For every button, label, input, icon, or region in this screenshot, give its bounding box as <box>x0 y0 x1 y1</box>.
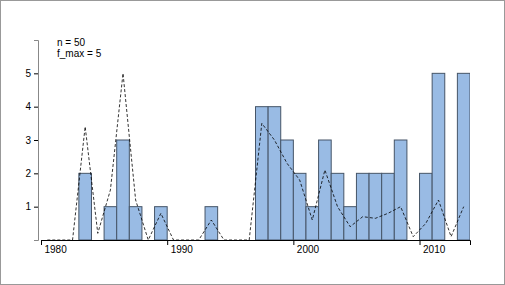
histogram-bar <box>218 240 231 241</box>
x-tick: 2000 <box>294 240 320 255</box>
y-tick: 4 <box>25 101 38 112</box>
x-tick-mark <box>167 240 168 245</box>
y-tick: 1 <box>25 201 38 212</box>
x-tick-label: 2000 <box>297 244 320 255</box>
histogram-bar <box>129 207 142 240</box>
histogram-bar <box>117 140 130 240</box>
y-tick: 2 <box>25 168 38 179</box>
y-tick-mark <box>34 207 38 208</box>
histogram-bar <box>407 240 420 241</box>
y-axis-line <box>34 41 39 241</box>
y-tick-label: 4 <box>25 101 31 112</box>
x-tick-mark <box>420 240 421 245</box>
plot-area <box>47 73 470 240</box>
x-tick: 1980 <box>42 240 68 255</box>
y-tick-mark <box>34 140 38 141</box>
histogram-bar <box>394 140 407 240</box>
histogram-bar <box>104 207 117 240</box>
histogram-bar <box>356 173 369 240</box>
y-tick-mark <box>34 73 38 74</box>
histogram-bar <box>382 173 395 240</box>
histogram-bar <box>319 140 332 240</box>
histogram-bar <box>331 173 344 240</box>
histogram-bar <box>268 107 281 240</box>
x-axis-line <box>42 241 471 246</box>
y-tick-mark <box>34 107 38 108</box>
histogram-bar <box>293 173 306 240</box>
histogram-bar <box>420 173 433 240</box>
histogram-bar <box>369 173 382 240</box>
y-axis: 1 2 3 4 5 <box>25 41 38 241</box>
histogram-bar <box>432 73 445 240</box>
histogram-bar <box>256 107 269 240</box>
x-tick-mark <box>41 240 42 245</box>
y-tick: 5 <box>25 68 38 79</box>
annotation: f_max = 5 <box>57 48 102 59</box>
annotation: n = 50 <box>57 37 86 48</box>
y-tick-label: 2 <box>25 168 31 179</box>
x-tick: 2010 <box>420 240 446 255</box>
histogram-bar <box>41 240 54 241</box>
x-tick-label: 1990 <box>171 244 194 255</box>
histogram-bar <box>306 207 319 240</box>
histogram-bar <box>205 207 218 240</box>
y-tick-label: 3 <box>25 135 31 146</box>
histogram-bar <box>457 73 470 240</box>
histogram-bar <box>445 240 458 241</box>
x-tick-label: 2010 <box>423 244 446 255</box>
y-tick-label: 1 <box>25 201 31 212</box>
histogram-bar <box>91 240 104 241</box>
density-line <box>47 73 463 240</box>
x-tick-label: 1980 <box>45 244 68 255</box>
chart: 1980 1990 2000 2010 1 2 3 4 5 n = 50f_max = 5 <box>0 0 505 285</box>
frame <box>1 1 505 285</box>
y-tick-mark <box>34 173 38 174</box>
y-tick: 3 <box>25 135 38 146</box>
x-tick: 1990 <box>168 240 194 255</box>
x-tick-mark <box>293 240 294 245</box>
histogram-bar <box>79 173 92 240</box>
x-axis: 1980 1990 2000 2010 <box>42 240 471 255</box>
y-tick-label: 5 <box>25 68 31 79</box>
